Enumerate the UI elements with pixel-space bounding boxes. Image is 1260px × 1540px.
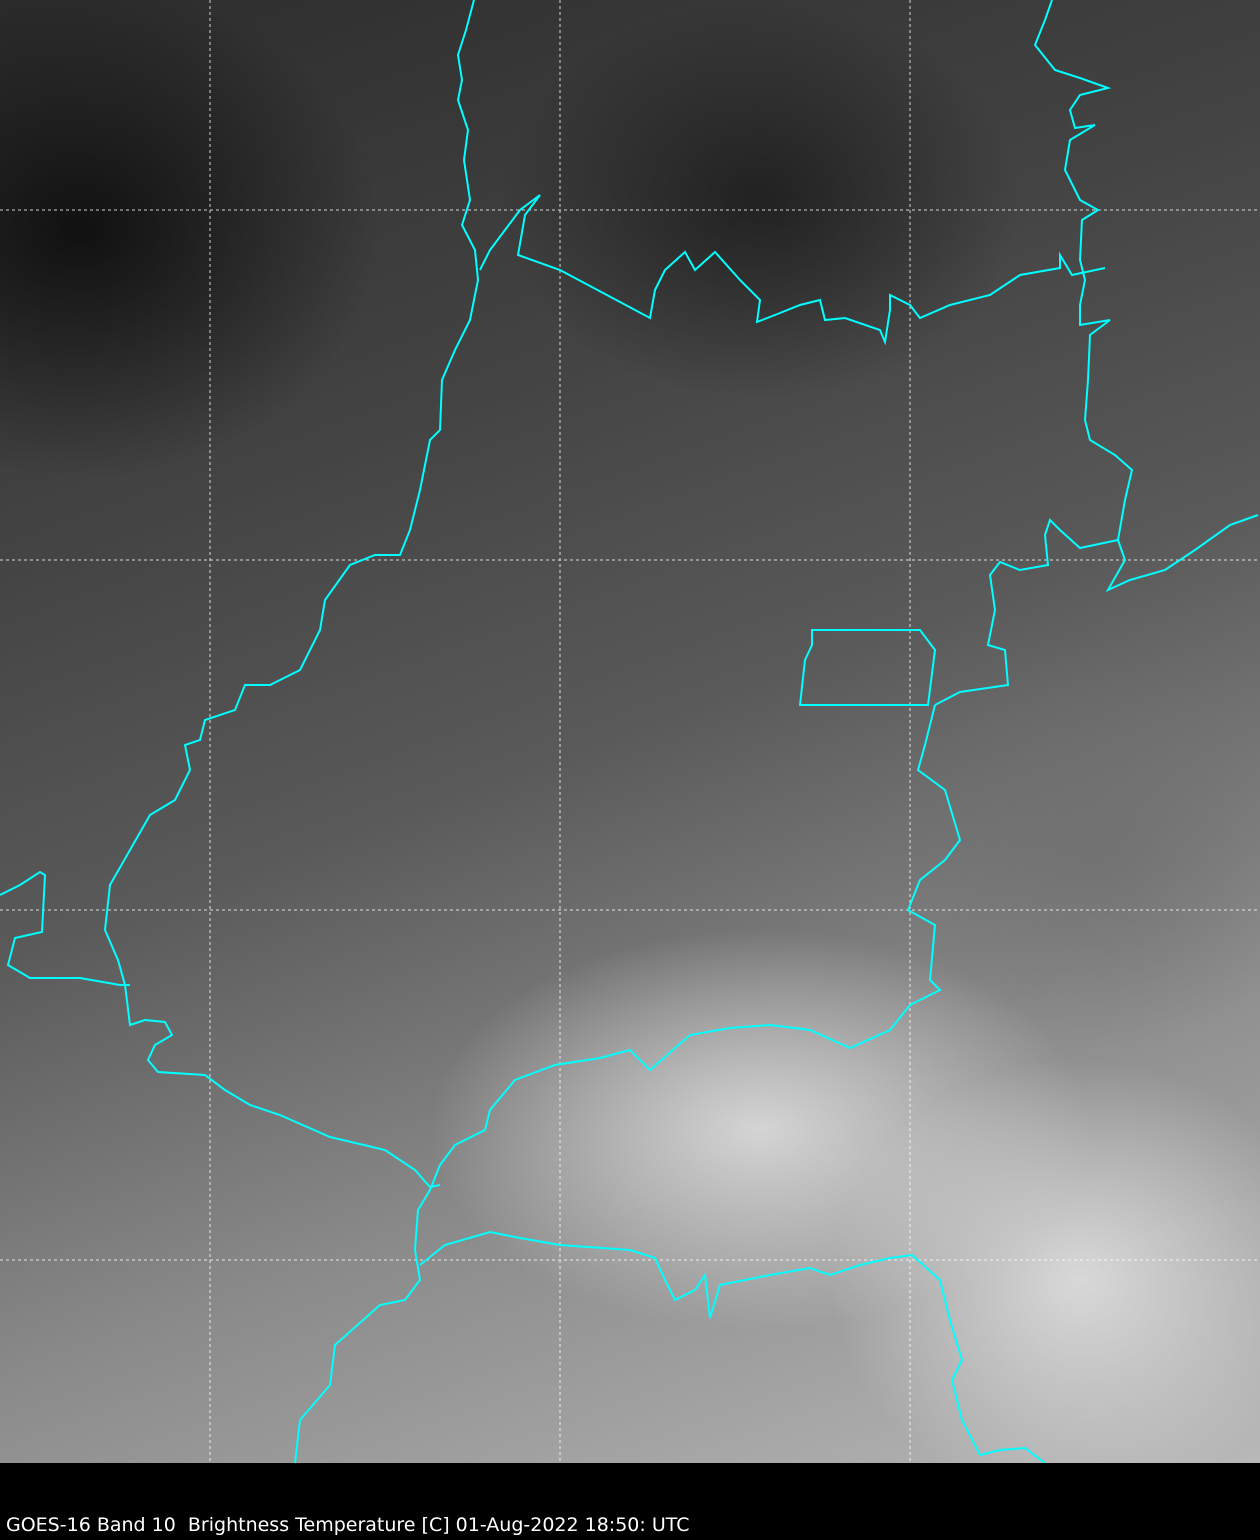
border-line — [419, 1230, 1046, 1463]
border-line — [0, 870, 130, 986]
image-caption: GOES-16 Band 10 Brightness Temperature [… — [6, 1514, 690, 1536]
border-line — [798, 629, 937, 706]
graticule — [0, 0, 1260, 1463]
map-overlay — [0, 0, 1260, 1463]
border-line — [1033, 0, 1259, 593]
boundaries — [0, 0, 1259, 1463]
border-line — [516, 194, 1106, 346]
border-line — [103, 0, 480, 1189]
border-line — [934, 518, 1119, 706]
border-line — [294, 704, 962, 1463]
border-line — [479, 194, 541, 271]
